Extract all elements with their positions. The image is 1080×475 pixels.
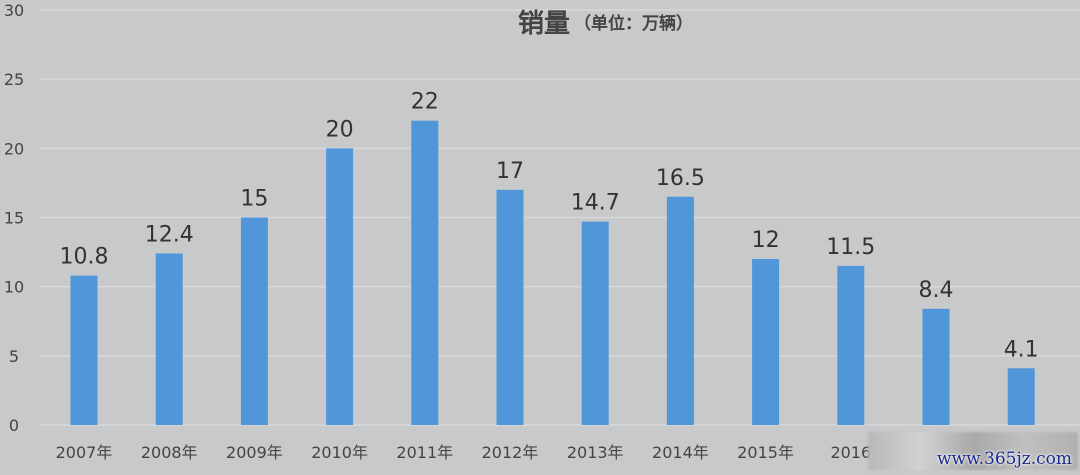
data-label: 15 [240, 187, 268, 212]
bar [581, 221, 609, 425]
bar [837, 265, 865, 425]
data-label: 22 [411, 90, 439, 115]
watermark: www.365jz.com [937, 449, 1072, 469]
data-label: 4.1 [1004, 337, 1039, 362]
data-label: 12 [752, 228, 780, 253]
x-tick-label: 2007年 [56, 443, 113, 462]
data-label: 17 [496, 159, 524, 184]
y-tick-label: 5 [9, 347, 19, 366]
bar [240, 217, 268, 425]
data-label: 20 [326, 117, 354, 142]
x-tick-label: 2010年 [311, 443, 368, 462]
y-tick-label: 10 [4, 278, 24, 297]
chart-subtitle: （单位：万辆） [574, 13, 693, 34]
y-tick-label: 15 [4, 209, 24, 228]
bar [922, 308, 950, 425]
data-label: 16.5 [656, 166, 705, 191]
data-label: 8.4 [919, 278, 954, 303]
x-tick-label: 2012年 [482, 443, 539, 462]
y-tick-label: 30 [4, 1, 24, 20]
bar [411, 120, 439, 426]
bar [666, 196, 694, 425]
x-tick-label: 2008年 [141, 443, 198, 462]
blurred-region [868, 432, 1078, 470]
bar [70, 275, 98, 425]
x-tick-label: 2013年 [567, 443, 624, 462]
bar [496, 189, 524, 425]
x-tick-label: 2011年 [396, 443, 453, 462]
chart-title: 销量 [518, 9, 570, 39]
y-tick-label: 25 [4, 70, 24, 89]
data-label: 10.8 [60, 245, 109, 270]
data-label: 14.7 [571, 191, 620, 216]
x-tick-label: 2016 [830, 443, 871, 462]
y-tick-label: 0 [9, 416, 19, 435]
x-tick-label: 2015年 [737, 443, 794, 462]
y-tick-label: 20 [4, 139, 24, 158]
x-tick-label: 2009年 [226, 443, 283, 462]
bar [752, 259, 780, 425]
x-tick-label: 2014年 [652, 443, 709, 462]
bar [326, 148, 354, 426]
data-label: 11.5 [826, 235, 875, 260]
bar [1007, 368, 1035, 425]
bar [155, 253, 183, 425]
data-label: 12.4 [145, 222, 194, 247]
